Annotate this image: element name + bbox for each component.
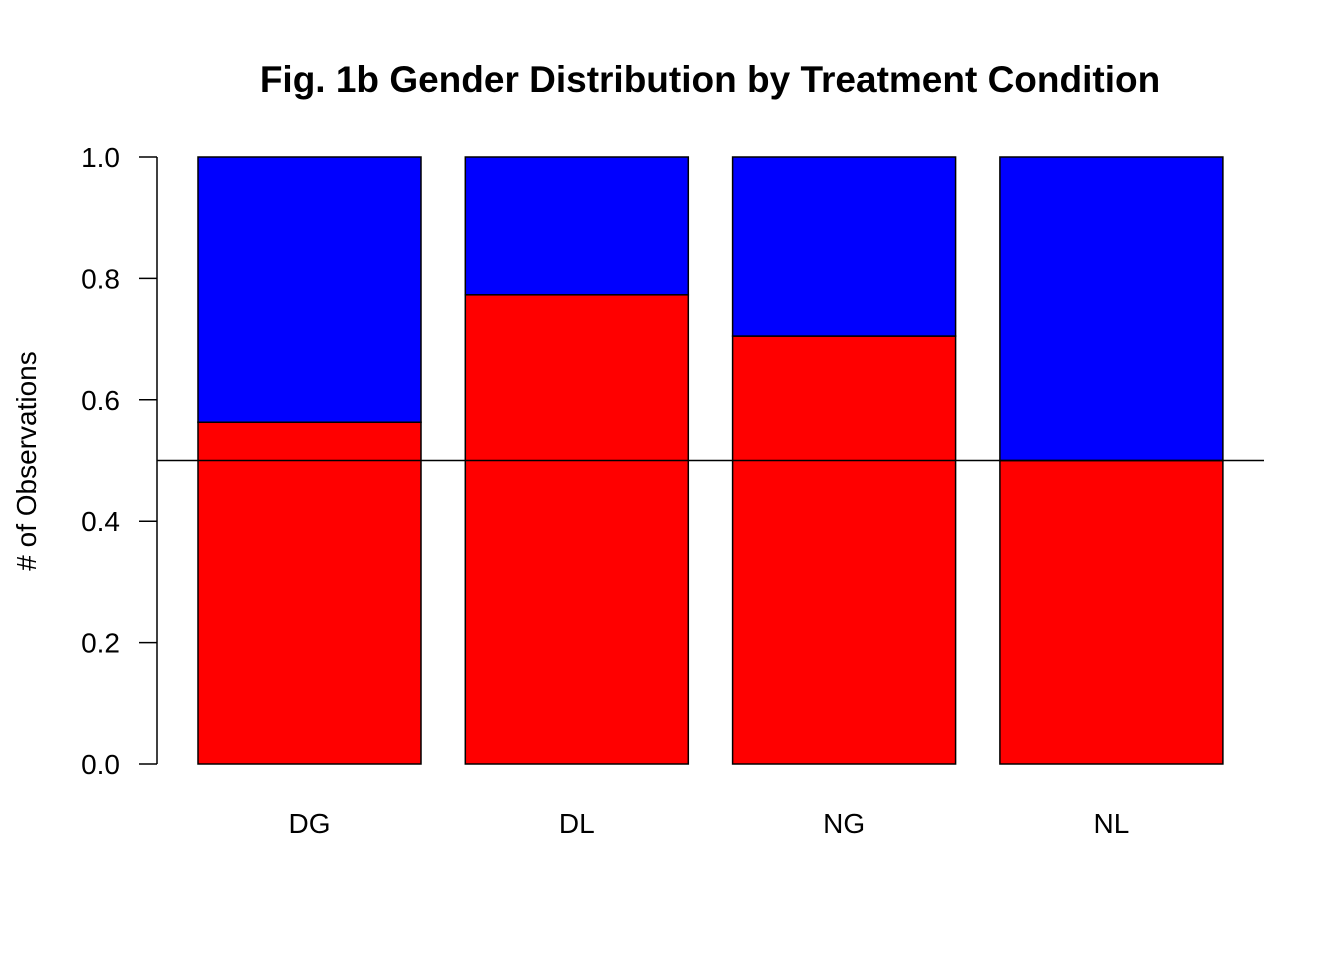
bar-segment-NL-1 [999,156,1224,462]
y-tick-label: 0.2 [81,628,120,659]
y-tick-label: 0.4 [81,506,120,537]
bars-layer [197,156,1224,765]
bar-segment-NG-1 [731,156,957,337]
bar-segment-DG-1 [197,156,422,424]
bar-segment-DG-0 [197,421,422,765]
bar-segment-NG-0 [731,335,957,765]
y-axis-title: # of Observations [11,351,42,570]
bar-segment-DL-0 [464,294,690,765]
chart-title: Fig. 1b Gender Distribution by Treatment… [260,59,1160,100]
x-tick-label-NG: NG [823,808,865,839]
y-tick-label: 1.0 [81,142,120,173]
y-tick-label: 0.0 [81,749,120,780]
y-tick-label: 0.6 [81,385,120,416]
bar-segment-NL-0 [999,459,1224,765]
bar-segment-DL-1 [464,156,690,296]
x-tick-label-DG: DG [289,808,331,839]
x-tick-label-DL: DL [559,808,595,839]
x-tick-label-NL: NL [1094,808,1130,839]
x-axis-labels: DG DL NG NL [289,808,1130,839]
y-axis: 0.0 0.2 0.4 0.6 0.8 1.0 [81,142,158,780]
y-tick-label: 0.8 [81,263,120,294]
